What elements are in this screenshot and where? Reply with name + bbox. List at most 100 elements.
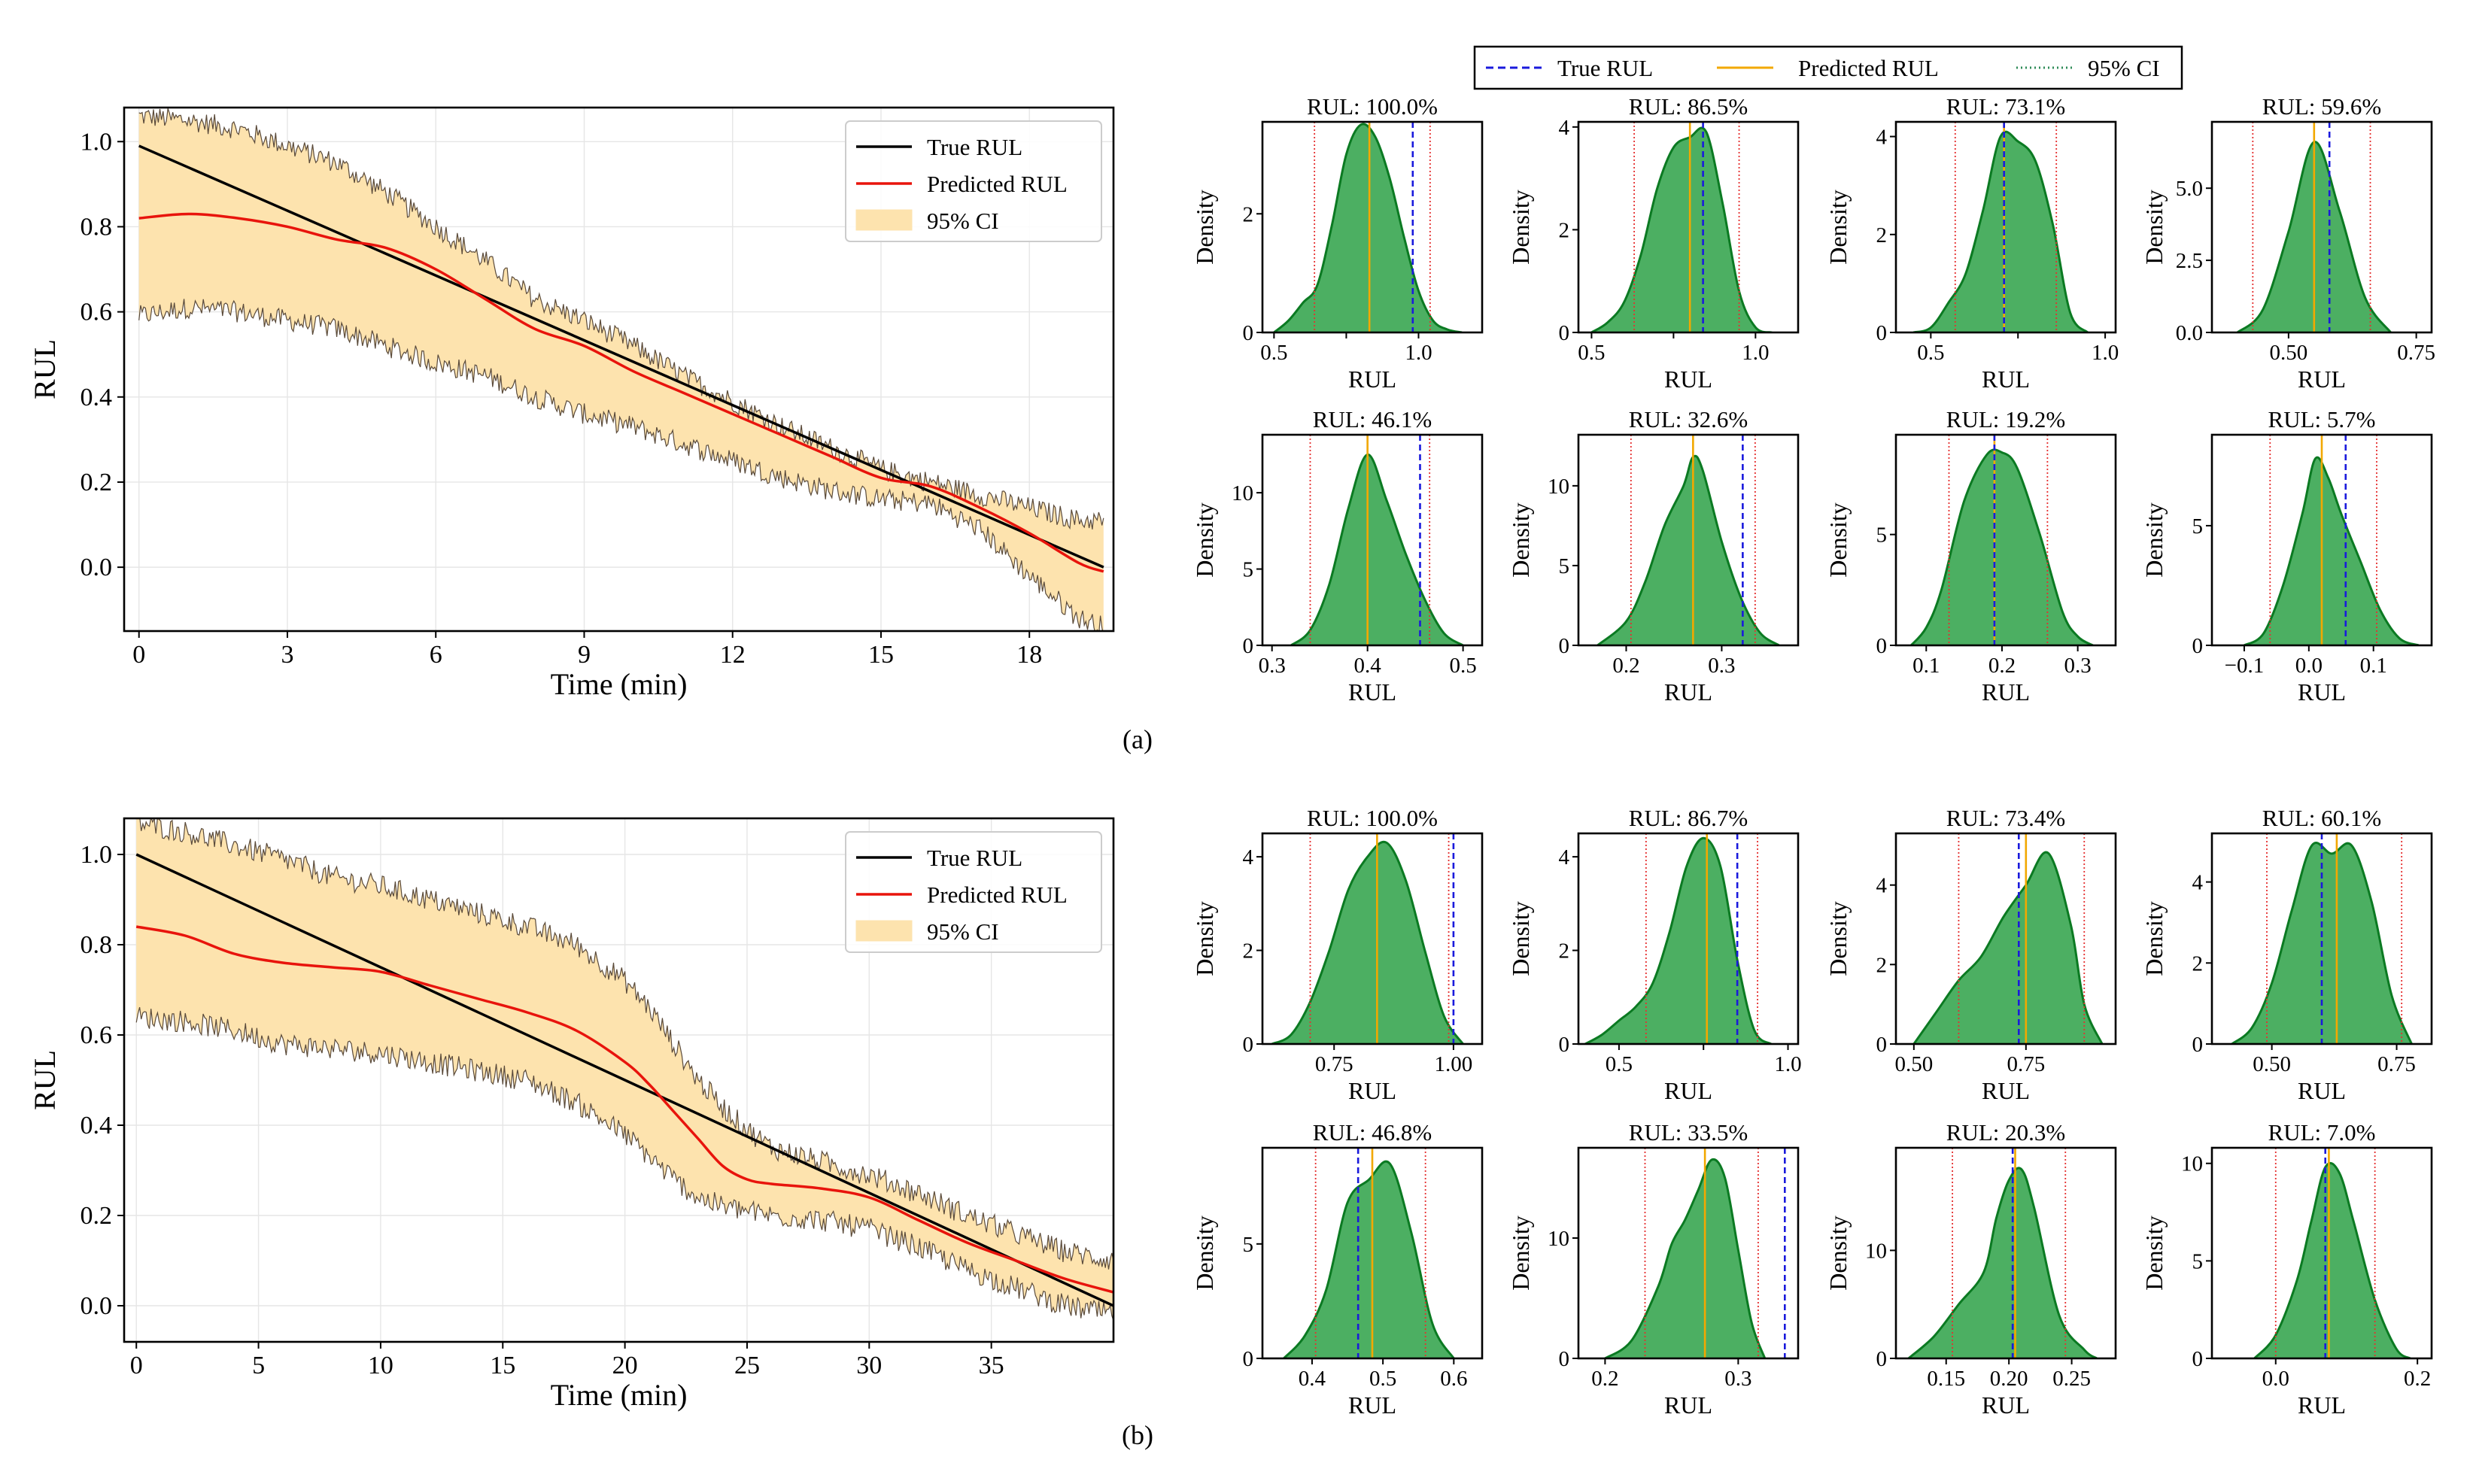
main-b-ylabel: RUL <box>28 1050 62 1110</box>
kde-b2-ytick-label-2: 4 <box>1559 845 1570 869</box>
kde-a2-ytick-label-2: 4 <box>1559 116 1570 140</box>
kde-panel-b2: 0.5 1.0 0 2 4 RUL: 86.7% RUL Density <box>1507 805 1802 1104</box>
kde-a5-plot-area <box>1290 435 1464 645</box>
kde-b2-ytick-label-0: 0 <box>1559 1033 1570 1057</box>
main-b-xtick-label-4: 20 <box>612 1352 638 1379</box>
kde-panel-b3: 0.50 0.75 0 2 4 RUL: 73.4% RUL Density <box>1824 805 2117 1104</box>
main-a-xtick-label-6: 18 <box>1016 641 1042 669</box>
kde-a4-xlabel: RUL <box>2298 366 2346 393</box>
kde-b5-title: RUL: 46.8% <box>1313 1119 1432 1146</box>
kde-a5-kde-area <box>1291 454 1463 645</box>
kde-b2-kde-curve <box>1584 836 1773 1044</box>
main-b-ytick-label-4: 0.8 <box>81 931 113 959</box>
main-a-ci-upper-edge <box>138 108 1104 530</box>
kde-b5-kde-area <box>1284 1161 1454 1358</box>
kde-b7-xlabel: RUL <box>1982 1391 2030 1419</box>
main-a-xtick-label-0: 0 <box>132 641 145 669</box>
kde-b7-kde-curve <box>1907 1167 2098 1358</box>
kde-b5-ytick-label-1: 5 <box>1243 1233 1254 1257</box>
kde-b6-ylabel: Density <box>1507 1215 1534 1291</box>
kde-b4-axes-frame <box>2210 832 2433 1045</box>
main-b-ci-lower-edge <box>135 1006 1113 1321</box>
kde-b1-xtick-label-1: 1.00 <box>1435 1052 1473 1076</box>
kde-b5-xtick-label-2: 0.6 <box>1440 1367 1467 1391</box>
main-a-true-rul-line <box>138 144 1104 569</box>
kde-b5-xtick-label-1: 0.5 <box>1369 1367 1396 1391</box>
kde-a2-xtick-label-0: 0.5 <box>1578 341 1605 365</box>
legend-ci-label: 95% CI <box>2088 55 2160 81</box>
main-b-xtick-label-1: 5 <box>252 1352 265 1379</box>
kde-b1-ytick-label-0: 0 <box>1243 1033 1254 1057</box>
kde-b2-xtick-label-2: 1.0 <box>1774 1052 1801 1076</box>
kde-a8-xtick-label-0: −0.1 <box>2225 654 2265 678</box>
kde-a8-kde-curve <box>2244 456 2420 645</box>
main-b-plot-area <box>135 818 1113 1321</box>
kde-a7-xtick-label-1: 0.2 <box>1988 654 2016 678</box>
kde-panel-a6: 0.2 0.3 0 5 10 RUL: 32.6% RUL Density <box>1507 406 1800 706</box>
kde-a2-ytick-label-0: 0 <box>1559 321 1570 345</box>
kde-a5-xlabel: RUL <box>1348 678 1396 706</box>
legend-true-rul-label: True RUL <box>1557 55 1653 81</box>
kde-a6-kde-area <box>1597 456 1779 645</box>
kde-a6-xlabel: RUL <box>1664 678 1712 706</box>
kde-b1-kde-area <box>1271 842 1463 1044</box>
kde-b5-xlabel: RUL <box>1348 1391 1396 1419</box>
main-a-ytick-label-4: 0.8 <box>81 213 113 241</box>
kde-b4-xtick-label-0: 0.50 <box>2253 1052 2291 1076</box>
kde-a8-xtick-label-2: 0.1 <box>2360 654 2387 678</box>
main-b-xtick-label-5: 25 <box>734 1352 760 1379</box>
kde-b2-plot-area <box>1584 833 1773 1044</box>
kde-b3-xlabel: RUL <box>1982 1077 2030 1104</box>
kde-b1-kde-curve <box>1271 840 1464 1044</box>
kde-b8-xtick-label-1: 0.2 <box>2404 1367 2431 1391</box>
kde-b7-ytick-label-0: 0 <box>1876 1347 1888 1371</box>
kde-a6-axes-frame <box>1577 433 1800 647</box>
kde-b8-xlabel: RUL <box>2298 1391 2346 1419</box>
kde-b6-kde-area <box>1605 1159 1765 1358</box>
main-a-legend: True RUL Predicted RUL 95% CI <box>845 120 1102 242</box>
kde-b1-ytick-label-1: 2 <box>1243 939 1254 964</box>
kde-a3-title: RUL: 73.1% <box>1946 93 2065 120</box>
kde-panel-b8: 0.0 0.2 0 5 10 RUL: 7.0% RUL Density <box>2140 1119 2433 1419</box>
main-b-xtick-label-6: 30 <box>856 1352 882 1379</box>
kde-a7-xtick-label-2: 0.3 <box>2064 654 2092 678</box>
main-b-ytick-label-3: 0.6 <box>81 1021 113 1049</box>
kde-a7-ytick-label-0: 0 <box>1876 634 1888 658</box>
kde-b4-ylabel: Density <box>2140 901 2168 976</box>
main-a-legend-ci-label: 95% CI <box>927 208 999 234</box>
kde-a6-xtick-label-0: 0.2 <box>1612 654 1639 678</box>
kde-a7-axes-frame <box>1894 433 2117 647</box>
kde-a5-ylabel: Density <box>1191 502 1218 578</box>
kde-a7-ytick-label-1: 5 <box>1876 523 1888 548</box>
kde-a8-kde-area <box>2244 457 2419 645</box>
kde-a4-axes-frame <box>2210 120 2433 334</box>
kde-b1-plot-area <box>1271 833 1464 1044</box>
kde-panel-a2: 0.5 1.0 0 2 4 RUL: 86.5% RUL Density <box>1507 93 1800 393</box>
kde-a8-axes-frame <box>2210 433 2433 647</box>
main-a-ci-band <box>138 108 1104 631</box>
kde-a1-xtick-label-2: 1.0 <box>1405 341 1432 365</box>
kde-b3-title: RUL: 73.4% <box>1946 805 2065 831</box>
kde-a1-kde-curve <box>1273 123 1463 332</box>
main-a-legend-pred-label: Predicted RUL <box>927 171 1068 197</box>
kde-b4-title: RUL: 60.1% <box>2262 805 2381 831</box>
main-chart-a: 0 3 6 9 12 15 18 0.0 0.2 0.4 0.6 0.8 1.0 Time (min) RU… <box>28 106 1115 701</box>
kde-b8-ytick-label-2: 10 <box>2181 1152 2203 1176</box>
main-a-ytick-label-3: 0.6 <box>81 299 113 326</box>
kde-a3-ytick-label-0: 0 <box>1876 321 1888 345</box>
kde-panel-a5: 0.3 0.4 0.5 0 5 10 RUL: 46.1% RUL Density <box>1191 406 1484 706</box>
kde-a6-ytick-label-2: 10 <box>1548 475 1569 499</box>
kde-b1-title: RUL: 100.0% <box>1307 805 1438 831</box>
kde-b6-ytick-label-1: 10 <box>1548 1227 1569 1251</box>
main-a-ytick-label-5: 1.0 <box>81 128 113 156</box>
kde-a8-ytick-label-0: 0 <box>2192 634 2204 658</box>
kde-a2-xlabel: RUL <box>1664 366 1712 393</box>
kde-a3-xlabel: RUL <box>1982 366 2030 393</box>
kde-panel-b6: 0.2 0.3 0 10 RUL: 33.5% RUL Density <box>1507 1119 1800 1419</box>
kde-b4-ytick-label-1: 2 <box>2192 951 2204 976</box>
main-a-ytick-label-1: 0.2 <box>81 469 113 496</box>
kde-panel-a4: 0.50 0.75 0.0 2.5 5.0 RUL: 59.6% RUL Density <box>2140 93 2435 393</box>
kde-b2-kde-area <box>1585 838 1772 1044</box>
kde-b4-ytick-label-0: 0 <box>2192 1033 2204 1057</box>
kde-a1-axes-frame <box>1261 120 1484 334</box>
